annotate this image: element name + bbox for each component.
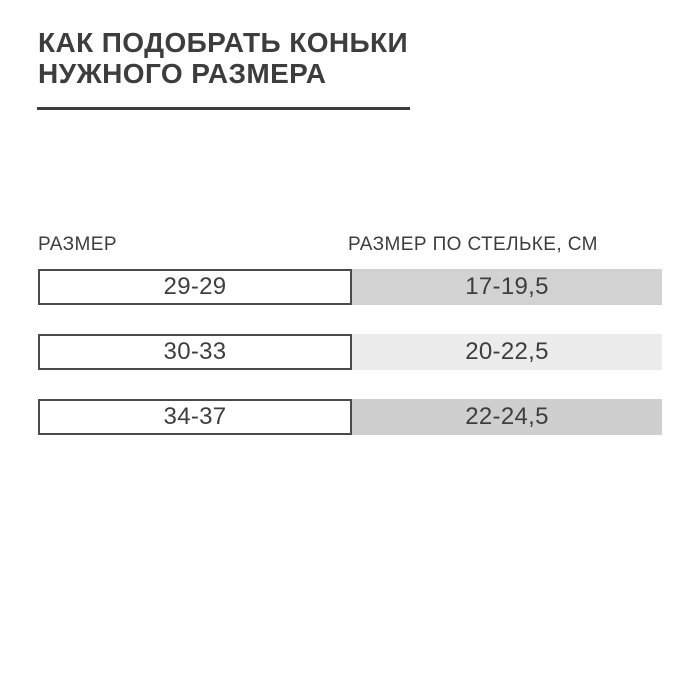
page-title: КАК ПОДОБРАТЬ КОНЬКИ НУЖНОГО РАЗМЕРА [38,27,408,89]
insole-cell: 17-19,5 [352,269,662,305]
insole-cell: 22-24,5 [352,399,662,435]
table-rows: 29-29 17-19,5 30-33 20-22,5 34-37 22-24,… [38,269,662,435]
insole-cell-text: 17-19,5 [465,273,549,300]
table-row: 30-33 20-22,5 [38,334,662,370]
table-row: 29-29 17-19,5 [38,269,662,305]
insole-cell-text: 20-22,5 [465,338,549,365]
insole-cell-text: 22-24,5 [465,403,549,430]
size-cell-text: 30-33 [163,338,227,365]
column-header-size: РАЗМЕР [38,234,117,255]
page-title-line1: КАК ПОДОБРАТЬ КОНЬКИ [38,27,409,58]
table-row: 34-37 22-24,5 [38,399,662,435]
size-cell: 30-33 [38,334,352,370]
insole-cell: 20-22,5 [352,334,662,370]
table-column-headers: РАЗМЕР РАЗМЕР ПО СТЕЛЬКЕ, СМ [38,234,662,255]
title-underline [37,107,410,110]
page-title-line2: НУЖНОГО РАЗМЕРА [38,58,327,89]
column-header-insole: РАЗМЕР ПО СТЕЛЬКЕ, СМ [348,234,598,255]
size-cell: 29-29 [38,269,352,305]
size-cell: 34-37 [38,399,352,435]
size-cell-text: 29-29 [163,273,227,300]
size-cell-text: 34-37 [163,403,227,430]
